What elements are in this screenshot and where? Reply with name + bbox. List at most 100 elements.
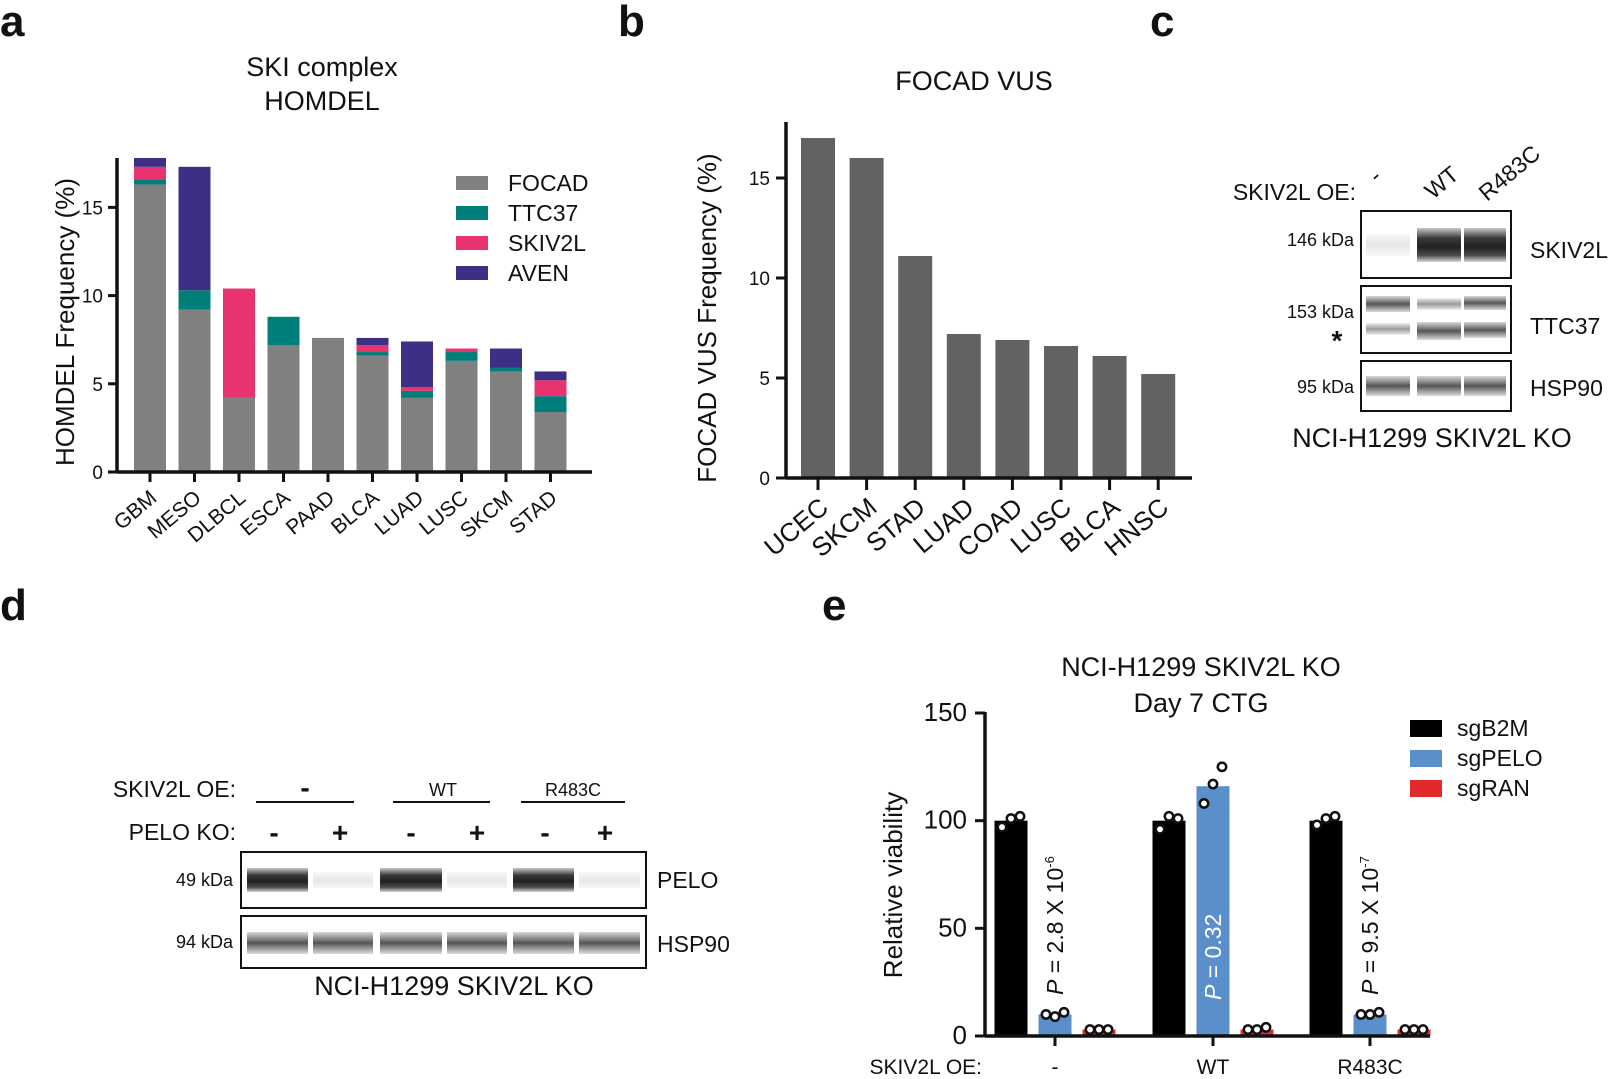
blot-c-oe-label: SKIV2L OE: (1233, 179, 1356, 205)
chart-a-ytick-label: 10 (82, 287, 103, 308)
blot-d-oe-label: SKIV2L OE: (113, 776, 236, 802)
blot-d-ko-label: PELO KO: (129, 819, 236, 845)
chart-e-point (1355, 1009, 1367, 1020)
chart-b-bar-luad (946, 334, 981, 478)
chart-e-xtick-label: - (1052, 1056, 1059, 1079)
chart-b-bar-stad (898, 256, 933, 478)
chart-a-bar-focad-dlbcl (223, 397, 255, 472)
blot-d-kda-2: 94 kDa (176, 932, 234, 952)
chart-e-point (1154, 823, 1166, 835)
chart-e-point (1320, 813, 1332, 824)
chart-e-legend-label-sgpelo: sgPELO (1457, 745, 1543, 771)
blot-c-band-ttc37-3a (1464, 296, 1506, 310)
chart-a-bar-ttc37-gbm (134, 179, 166, 185)
chart-a-ytick-label: 15 (82, 198, 103, 219)
blot-c-kda-1: 146 kDa (1287, 230, 1355, 250)
chart-e-bar-sgb2m-2 (1309, 820, 1343, 1036)
chart-a-bar-focad-lusc (445, 360, 478, 472)
blot-c-band-ttc37-2a (1417, 298, 1461, 310)
panel-d-western-blot: SKIV2L OE: PELO KO: - WT R483C - + - + -… (113, 772, 730, 1001)
chart-e-point (996, 821, 1008, 833)
blot-c-band-ttc37-1a (1366, 296, 1410, 312)
blot-d-protein-1: PELO (657, 867, 718, 893)
chart-a-bar-focad-luad (401, 397, 433, 472)
chart-e-point (1084, 1024, 1096, 1035)
chart-e-xtick-label: R483C (1337, 1056, 1402, 1079)
blot-d-ko-sign-5: - (540, 817, 549, 848)
chart-e-ytick-label: 150 (924, 697, 967, 727)
chart-a-bar-ttc37-lusc (445, 352, 478, 361)
chart-e-ytick-label: 50 (938, 912, 967, 942)
chart-b-bar-ucec (801, 138, 835, 478)
blot-c-band-ttc37-1b (1366, 323, 1410, 335)
blot-c-kda-3: 95 kDa (1297, 377, 1355, 397)
blot-d-ko-sign-3: - (406, 817, 415, 848)
chart-a-bar-ttc37-skcm (490, 367, 522, 372)
chart-e-pvalue-annotation-3: P = 9.5 X 10-7 (1357, 856, 1383, 995)
chart-b-bar-skcm (849, 158, 884, 478)
chart-e-ytick-label: 0 (953, 1020, 967, 1050)
chart-e-point (1251, 1024, 1263, 1035)
chart-a-xtick-label: BLCA (327, 486, 384, 539)
chart-e-point (1417, 1024, 1429, 1035)
blot-c-band-ttc37-3b (1464, 322, 1506, 338)
blot-c-protein-3: HSP90 (1530, 375, 1603, 401)
chart-a-bar-skiv2l-luad (401, 387, 433, 391)
blot-c-band-hsp90-2 (1417, 376, 1461, 396)
blot-c-lane-2: WT (1420, 161, 1464, 204)
chart-e-ytick-label: 100 (924, 805, 967, 835)
chart-b-bar-lusc (1044, 346, 1078, 478)
chart-e-xlabel: SKIV2L OE: (870, 1056, 982, 1079)
chart-a-bar-skiv2l-blca (356, 344, 389, 353)
chart-a-bar-skiv2l-stad (534, 380, 567, 397)
chart-e-ylabel: Relative viability (878, 792, 908, 978)
panel-b-bar-chart: FOCAD VUS FOCAD VUS Frequency (%) 0 5 10 15… (692, 66, 1192, 563)
chart-e-point (1014, 810, 1026, 822)
panel-label-b: b (618, 0, 645, 46)
chart-e-point (1172, 813, 1184, 824)
chart-a-ytick-label: 5 (92, 375, 103, 396)
chart-e-point (1216, 761, 1228, 773)
chart-a-bar-ttc37-meso (178, 290, 211, 310)
chart-a-bar-ttc37-esca (267, 316, 300, 345)
chart-e-point (1049, 1011, 1061, 1023)
chart-e-bar-sgb2m-0 (994, 820, 1028, 1036)
chart-e-point (1408, 1024, 1420, 1035)
chart-a-bar-skiv2l-lusc (445, 348, 478, 353)
blot-d-ko-sign-1: - (269, 817, 278, 848)
chart-a-ylabel: HOMDEL Frequency (%) (50, 178, 80, 466)
chart-a-bar-ttc37-stad (534, 396, 567, 413)
chart-e-point (1329, 810, 1341, 822)
chart-a-xtick-label: ESCA (236, 486, 295, 540)
chart-e-pvalue-annotation-2: P = 0.32 (1200, 914, 1226, 1000)
blot-d-frame-hsp90 (240, 915, 647, 969)
blot-d-band-hsp90-6 (579, 932, 640, 954)
blot-d-protein-2: HSP90 (657, 931, 730, 957)
chart-e-point (1005, 813, 1017, 824)
blot-c-band-skiv2l-2 (1417, 228, 1461, 262)
blot-c-protein-1: SKIV2L (1530, 237, 1608, 263)
blot-d-group-1: - (300, 772, 309, 803)
blot-c-caption: NCI-H1299 SKIV2L KO (1292, 423, 1572, 453)
chart-e-point (1399, 1024, 1411, 1035)
chart-e-point (1207, 778, 1219, 790)
blot-d-band-pelo-3 (380, 868, 442, 892)
chart-b-bar-coad (995, 340, 1030, 478)
blot-c-lane-3: R483C (1474, 140, 1546, 206)
chart-b-ytick-label: 10 (749, 269, 770, 290)
panel-e-bar-chart: NCI-H1299 SKIV2L KO Day 7 CTG Relative v… (870, 652, 1543, 1079)
chart-a-bar-focad-paad (312, 337, 344, 472)
chart-e-legend-swatch-sgb2m (1410, 720, 1442, 737)
panel-label-d: d (0, 581, 27, 630)
chart-b-ytick-label: 5 (759, 369, 770, 390)
chart-e-legend-label-sgran: sgRAN (1457, 775, 1530, 801)
chart-b-bar-blca (1092, 356, 1127, 478)
blot-d-band-pelo-1 (247, 868, 308, 892)
blot-c-band-skiv2l-1 (1366, 234, 1410, 256)
blot-c-star-marker: * (1332, 325, 1343, 356)
chart-b-ytick-label: 0 (759, 469, 770, 490)
chart-a-bar-focad-skcm (490, 371, 522, 472)
blot-c-band-skiv2l-3 (1464, 228, 1506, 262)
chart-a-bar-skiv2l-gbm (134, 166, 166, 180)
